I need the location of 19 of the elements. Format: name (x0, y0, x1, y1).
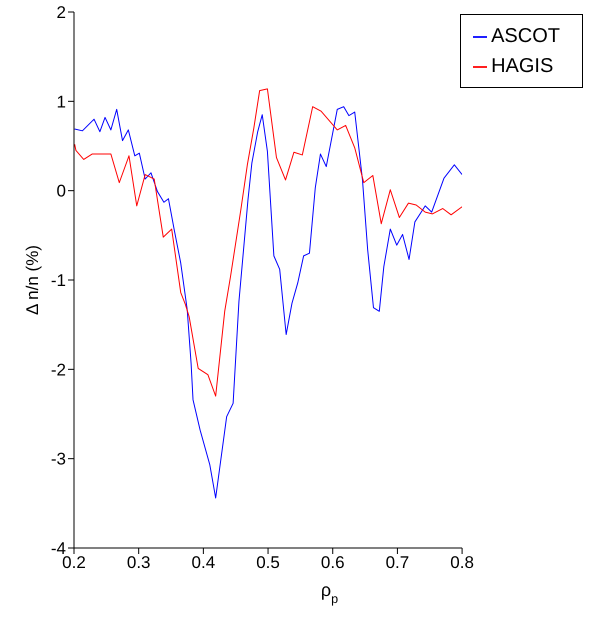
x-tick-label: 0.6 (320, 553, 345, 572)
legend-label: ASCOT (491, 25, 560, 47)
line-series (74, 88, 462, 397)
x-tick-label: 0.4 (192, 553, 216, 572)
y-tick-label: 0 (56, 182, 66, 201)
x-tick-label: 0.5 (256, 553, 280, 572)
legend-label: HAGIS (491, 55, 554, 77)
x-tick-label: 0.8 (450, 553, 474, 572)
x-tick-label: 0.2 (62, 553, 86, 572)
line-series (74, 106, 462, 498)
x-tick-label: 0.3 (126, 553, 151, 572)
y-axis-title: Δ n/n (%) (23, 245, 42, 315)
x-axis-title: ρ$_{p}$ (320, 580, 338, 606)
x-tick-label: 0.7 (386, 553, 410, 572)
y-tick-label: 2 (56, 3, 66, 22)
y-tick-label: -2 (50, 360, 66, 380)
y-tick-label: 1 (56, 92, 66, 112)
y-tick-label: -3 (50, 450, 66, 469)
y-tick-label: -1 (50, 271, 66, 290)
